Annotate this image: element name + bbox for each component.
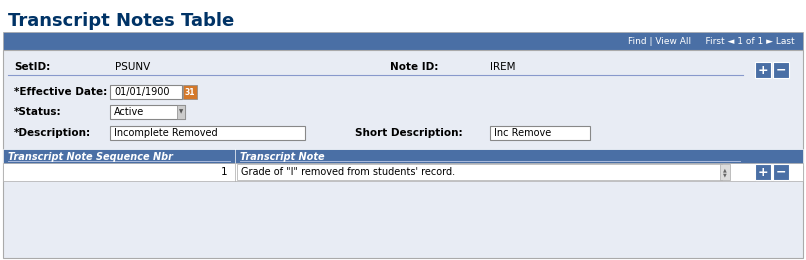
- Text: ▲: ▲: [723, 167, 727, 172]
- Text: Short Description:: Short Description:: [355, 128, 463, 138]
- Text: 1: 1: [220, 167, 227, 177]
- Text: +: +: [758, 63, 768, 76]
- Bar: [755, 164, 771, 180]
- Text: Transcript Note Sequence Nbr: Transcript Note Sequence Nbr: [8, 152, 172, 162]
- Bar: [3, 149, 803, 165]
- Bar: [3, 32, 803, 50]
- Text: Incomplete Removed: Incomplete Removed: [114, 128, 218, 138]
- Text: Inc Remove: Inc Remove: [494, 128, 551, 138]
- Text: SetID:: SetID:: [14, 62, 50, 72]
- Text: 01/01/1900: 01/01/1900: [114, 87, 169, 97]
- Text: *Description:: *Description:: [14, 128, 91, 138]
- Bar: [110, 126, 305, 140]
- Bar: [720, 164, 730, 180]
- Text: Find | View All     First ◄ 1 of 1 ► Last: Find | View All First ◄ 1 of 1 ► Last: [629, 36, 795, 46]
- Text: Transcript Notes Table: Transcript Notes Table: [8, 12, 235, 30]
- Bar: [237, 164, 722, 180]
- Text: Transcript Note: Transcript Note: [240, 152, 325, 162]
- Text: −: −: [775, 166, 786, 179]
- Text: *Effective Date:: *Effective Date:: [14, 87, 107, 97]
- Bar: [110, 105, 185, 119]
- Text: ▼: ▼: [179, 109, 183, 114]
- Text: Note ID:: Note ID:: [390, 62, 438, 72]
- Bar: [177, 105, 185, 119]
- Text: IREM: IREM: [490, 62, 516, 72]
- Text: *Status:: *Status:: [14, 107, 61, 117]
- Bar: [773, 164, 789, 180]
- Bar: [3, 50, 803, 258]
- Text: ▼: ▼: [723, 172, 727, 178]
- FancyBboxPatch shape: [110, 85, 182, 99]
- Bar: [490, 126, 590, 140]
- Text: Grade of "I" removed from students' record.: Grade of "I" removed from students' reco…: [241, 167, 455, 177]
- Bar: [3, 163, 803, 181]
- Text: +: +: [758, 166, 768, 179]
- Bar: [773, 62, 789, 78]
- Text: PSUNV: PSUNV: [115, 62, 150, 72]
- Text: Active: Active: [114, 107, 144, 117]
- Bar: [183, 85, 197, 99]
- Bar: [755, 62, 771, 78]
- Text: −: −: [775, 63, 786, 76]
- Text: 31: 31: [185, 88, 195, 96]
